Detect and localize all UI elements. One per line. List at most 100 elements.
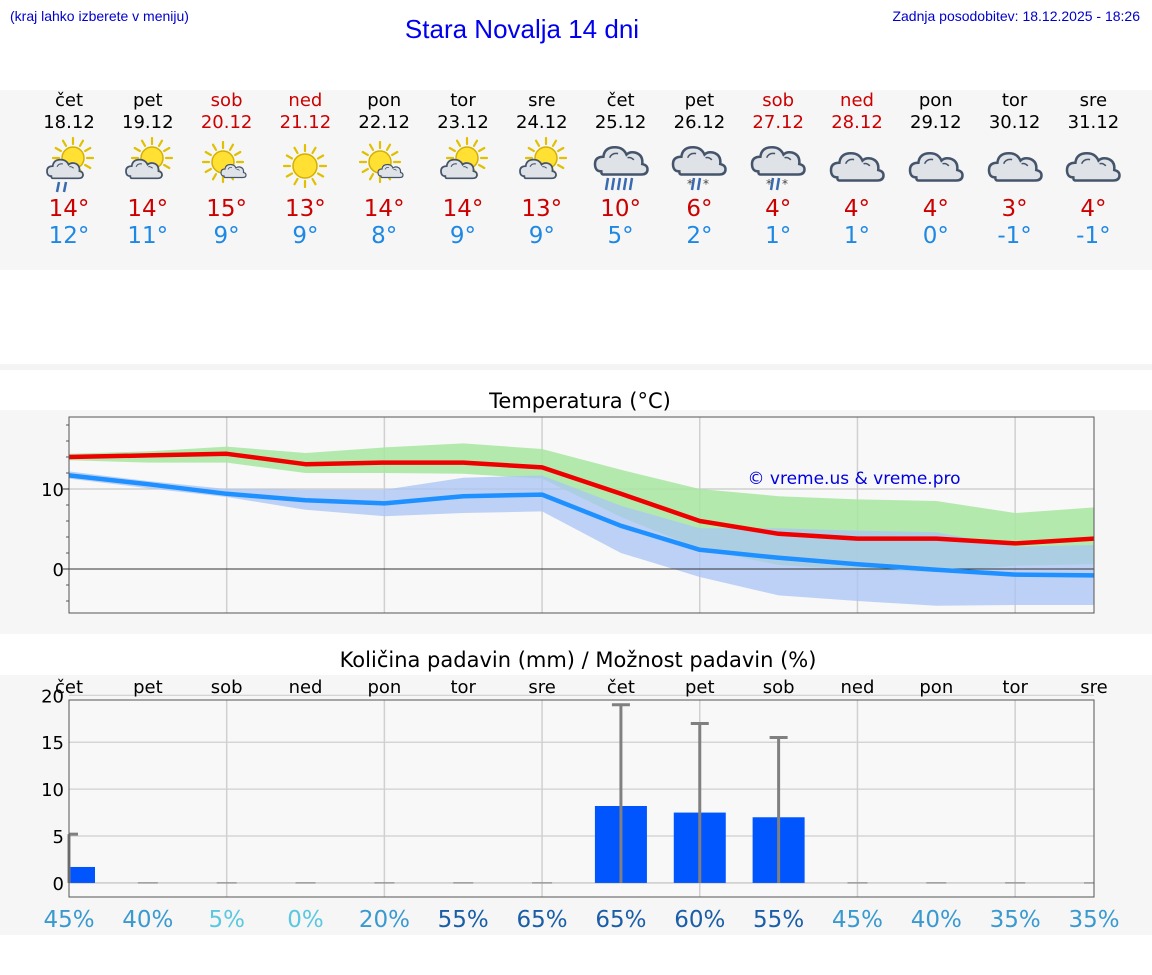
temp-min: 5° bbox=[607, 223, 634, 249]
day-name: sob bbox=[210, 90, 243, 111]
sun-cloud-icon bbox=[502, 136, 582, 196]
temp-min: 0° bbox=[922, 223, 949, 249]
cloud-sleet-icon: * * bbox=[738, 136, 818, 196]
sun-cloud-icon bbox=[108, 136, 188, 196]
svg-text:*: * bbox=[782, 177, 788, 191]
temp-max: 10° bbox=[600, 196, 641, 222]
temp-max: 14° bbox=[127, 196, 169, 222]
precip-probability: 20% bbox=[359, 907, 410, 933]
day-name: pon bbox=[918, 90, 953, 111]
day-name: čet bbox=[606, 90, 635, 111]
precip-day-label: sre bbox=[1080, 677, 1107, 698]
precip-ytick-label: 10 bbox=[41, 780, 64, 801]
precip-day-label: pon bbox=[919, 677, 953, 698]
cloud-sleet-icon: * * bbox=[659, 136, 739, 196]
day-name: čet bbox=[54, 90, 84, 111]
precip-probability: 45% bbox=[832, 907, 883, 933]
day-date: 30.12 bbox=[988, 112, 1041, 133]
day-column: tor 30.12 3° -1° bbox=[975, 90, 1055, 250]
precip-day-label: sob bbox=[211, 677, 243, 698]
precip-probability: 65% bbox=[595, 907, 646, 933]
temp-min: -1° bbox=[997, 223, 1032, 249]
temp-max: 14° bbox=[363, 196, 405, 222]
precip-chart-title: Količina padavin (mm) / Možnost padavin … bbox=[340, 648, 817, 672]
day-column: čet 25.12 10° 5° bbox=[581, 90, 661, 250]
cloud-icon bbox=[975, 136, 1055, 196]
day-date: 29.12 bbox=[910, 112, 962, 133]
temp-ytick-label: 0 bbox=[53, 560, 64, 581]
precip-frame bbox=[68, 699, 1095, 898]
day-column: tor 23.12 14° 9° bbox=[423, 90, 503, 250]
day-column: sob 20.12 15° 9° bbox=[187, 90, 267, 250]
precip-day-label: tor bbox=[1002, 677, 1028, 698]
separator bbox=[0, 364, 1152, 370]
day-date: 28.12 bbox=[831, 112, 883, 133]
temp-min: 11° bbox=[127, 223, 169, 249]
temp-min: 8° bbox=[371, 223, 398, 249]
min-range-group bbox=[69, 471, 1094, 606]
temp-frame bbox=[68, 416, 1095, 614]
temp-max: 6° bbox=[686, 196, 713, 222]
precip-plot-area bbox=[69, 700, 1094, 897]
day-column: pet 26.12 * * 6° 2° bbox=[659, 90, 739, 250]
temp-min: 1° bbox=[765, 223, 792, 249]
day-column: čet 18.12 14° 12° bbox=[29, 90, 109, 250]
temp-max: 3° bbox=[1001, 196, 1028, 222]
temp-min: 9° bbox=[292, 223, 319, 249]
temp-max: 14° bbox=[48, 196, 90, 222]
temp-max: 4° bbox=[843, 196, 871, 222]
precip-probability: 45% bbox=[43, 907, 94, 933]
sun-small-cloud-icon bbox=[187, 136, 267, 196]
day-column: pet 19.12 14° 11° bbox=[108, 90, 188, 250]
sun-cloud-rain-icon bbox=[29, 136, 109, 196]
watermark: © vreme.us & vreme.pro bbox=[747, 469, 960, 489]
temp-min: -1° bbox=[1076, 223, 1111, 249]
day-name: sre bbox=[1079, 90, 1108, 111]
day-column: sre 31.12 4° -1° bbox=[1053, 90, 1133, 250]
precip-day-label: ned bbox=[841, 677, 875, 698]
precip-probability: 55% bbox=[753, 907, 804, 933]
day-name: pet bbox=[684, 90, 715, 111]
day-name: tor bbox=[450, 90, 476, 111]
day-name: pon bbox=[367, 90, 402, 111]
day-name: ned bbox=[840, 90, 874, 111]
min-range-band bbox=[69, 471, 1094, 606]
day-column: ned 21.12 13° 9° bbox=[265, 90, 345, 250]
temp-min: 2° bbox=[686, 223, 713, 249]
precip-probability: 65% bbox=[517, 907, 568, 933]
temp-max: 4° bbox=[1080, 196, 1107, 222]
day-name: pet bbox=[133, 90, 163, 111]
precip-day-label: tor bbox=[450, 677, 476, 698]
day-column: sre 24.12 13° 9° bbox=[502, 90, 582, 250]
day-date: 23.12 bbox=[437, 112, 489, 133]
day-name: tor bbox=[1001, 90, 1028, 111]
temp-chart-title: Temperatura (°C) bbox=[488, 389, 671, 413]
day-column: ned 28.12 4° 1° bbox=[817, 90, 897, 250]
precip-probability: 0% bbox=[287, 907, 324, 933]
temp-max: 14° bbox=[442, 196, 484, 222]
day-date: 19.12 bbox=[122, 112, 174, 133]
temp-max: 15° bbox=[206, 196, 247, 222]
day-date: 20.12 bbox=[200, 112, 253, 133]
precip-day-label: pet bbox=[685, 677, 715, 698]
day-date: 18.12 bbox=[43, 112, 95, 133]
precip-day-label: čet bbox=[607, 677, 635, 698]
temp-min: 9° bbox=[449, 223, 477, 249]
temp-max: 4° bbox=[922, 196, 949, 222]
precip-day-label: pon bbox=[367, 677, 401, 698]
day-date: 25.12 bbox=[594, 112, 647, 133]
precip-probability: 35% bbox=[990, 907, 1041, 933]
page-title: Stara Novalja 14 dni bbox=[404, 14, 640, 44]
precip-day-label: ned bbox=[289, 677, 323, 698]
temp-min: 1° bbox=[843, 223, 871, 249]
svg-text:*: * bbox=[703, 177, 709, 191]
precip-ytick-label: 20 bbox=[41, 686, 64, 707]
svg-text:*: * bbox=[766, 177, 772, 191]
day-column: pon 29.12 4° 0° bbox=[896, 90, 976, 250]
precip-day-label: sre bbox=[528, 677, 555, 698]
precip-day-label: sob bbox=[763, 677, 795, 698]
precip-probability: 5% bbox=[208, 907, 245, 933]
precip-ytick-label: 5 bbox=[53, 827, 64, 848]
day-name: ned bbox=[288, 90, 323, 111]
